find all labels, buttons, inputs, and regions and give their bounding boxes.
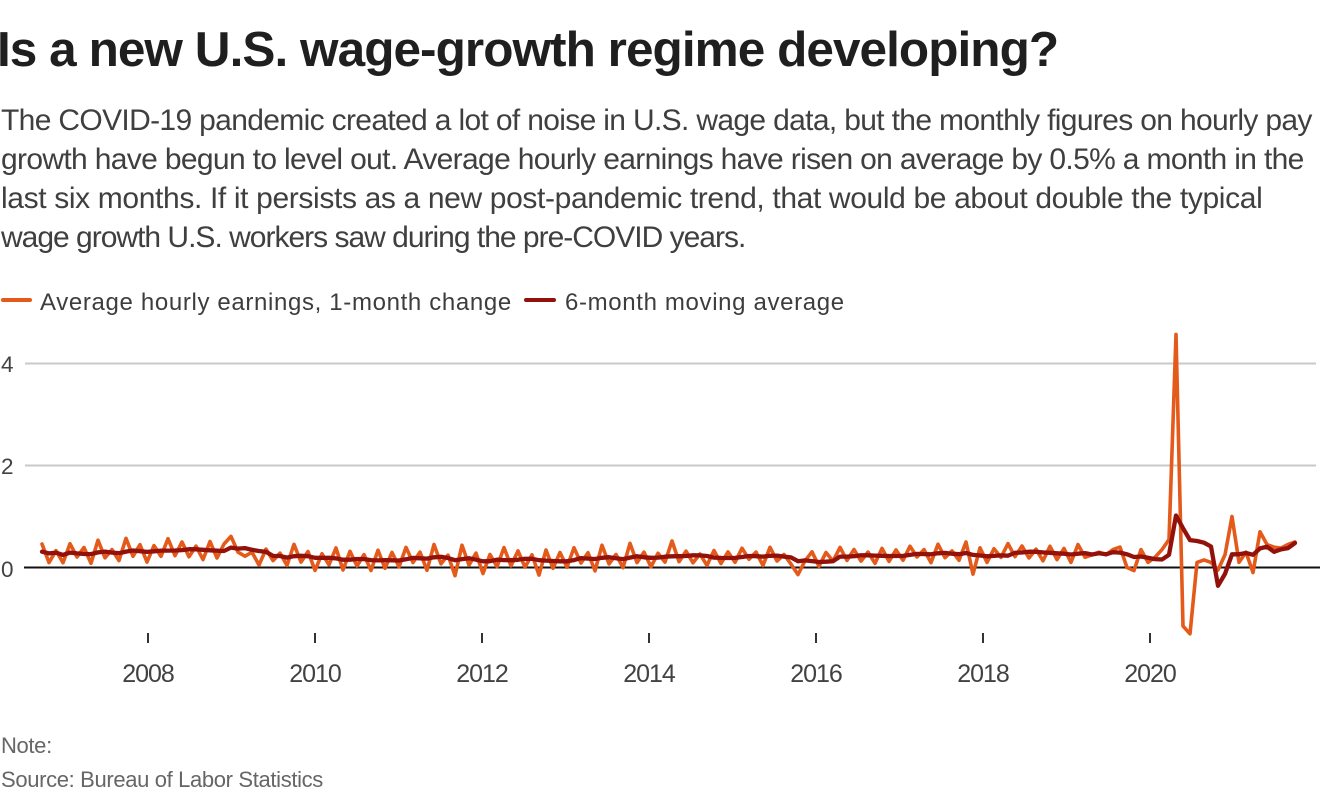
svg-text:Average hourly earnings, 1-mon: Average hourly earnings, 1-month change bbox=[40, 289, 512, 316]
svg-text:4: 4 bbox=[1, 352, 14, 377]
svg-text:2018: 2018 bbox=[957, 660, 1009, 688]
svg-text:2014: 2014 bbox=[623, 660, 676, 688]
svg-text:0: 0 bbox=[1, 557, 14, 582]
svg-text:6-month moving average: 6-month moving average bbox=[565, 289, 845, 316]
svg-text:2010: 2010 bbox=[289, 660, 341, 688]
svg-text:2016: 2016 bbox=[790, 660, 842, 688]
svg-text:2008: 2008 bbox=[122, 660, 174, 688]
svg-text:2012: 2012 bbox=[456, 660, 508, 688]
svg-text:2020: 2020 bbox=[1124, 660, 1176, 688]
svg-text:2: 2 bbox=[1, 454, 14, 479]
